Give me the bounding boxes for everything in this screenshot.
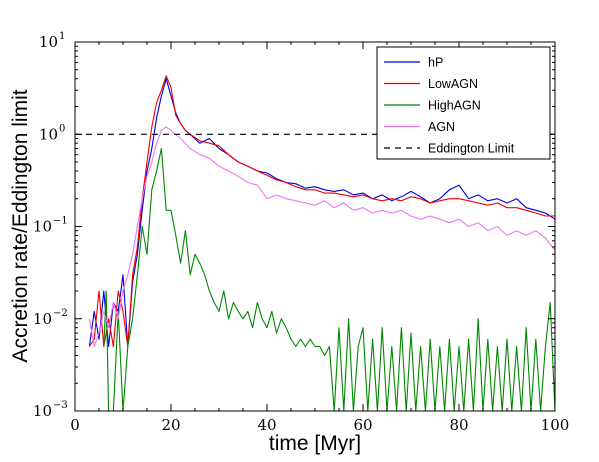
y-tick-exponent: 0 [59, 123, 65, 134]
legend-box [376, 46, 551, 160]
legend: hP LowAGN HighAGN AGN Eddington Limit [376, 46, 551, 160]
x-tick-label: 80 [449, 416, 468, 434]
x-axis-title: time [Myr] [269, 432, 361, 455]
series-line-hp [88, 78, 556, 348]
series-line-lowagn [88, 75, 555, 348]
x-tick-label: 40 [257, 416, 276, 434]
y-tick-exponent: −2 [53, 308, 68, 319]
x-tick-label: 100 [541, 416, 570, 434]
y-tick-label: 10 [33, 218, 52, 236]
legend-label: Eddington Limit [428, 142, 515, 156]
y-axis-title: Accretion rate/Eddington limit [9, 89, 32, 362]
legend-label: hP [428, 56, 443, 70]
y-tick-exponent: 1 [59, 31, 65, 42]
ticks-layer [74, 41, 556, 412]
y-tick-label: 10 [33, 402, 52, 420]
legend-label: LowAGN [428, 77, 478, 91]
y-tick-label: 10 [39, 125, 58, 143]
series-line-agn [88, 126, 556, 348]
y-tick-label: 10 [39, 33, 58, 51]
y-tick-label: 10 [33, 310, 52, 328]
legend-label: HighAGN [428, 99, 481, 113]
x-tick-label: 0 [70, 416, 80, 434]
x-tick-label: 60 [353, 416, 372, 434]
x-tick-label: 20 [161, 416, 180, 434]
y-tick-exponent: −1 [53, 216, 68, 227]
series-line-highagn [103, 147, 556, 412]
y-tick-exponent: −3 [53, 400, 68, 411]
legend-label: AGN [428, 120, 455, 134]
